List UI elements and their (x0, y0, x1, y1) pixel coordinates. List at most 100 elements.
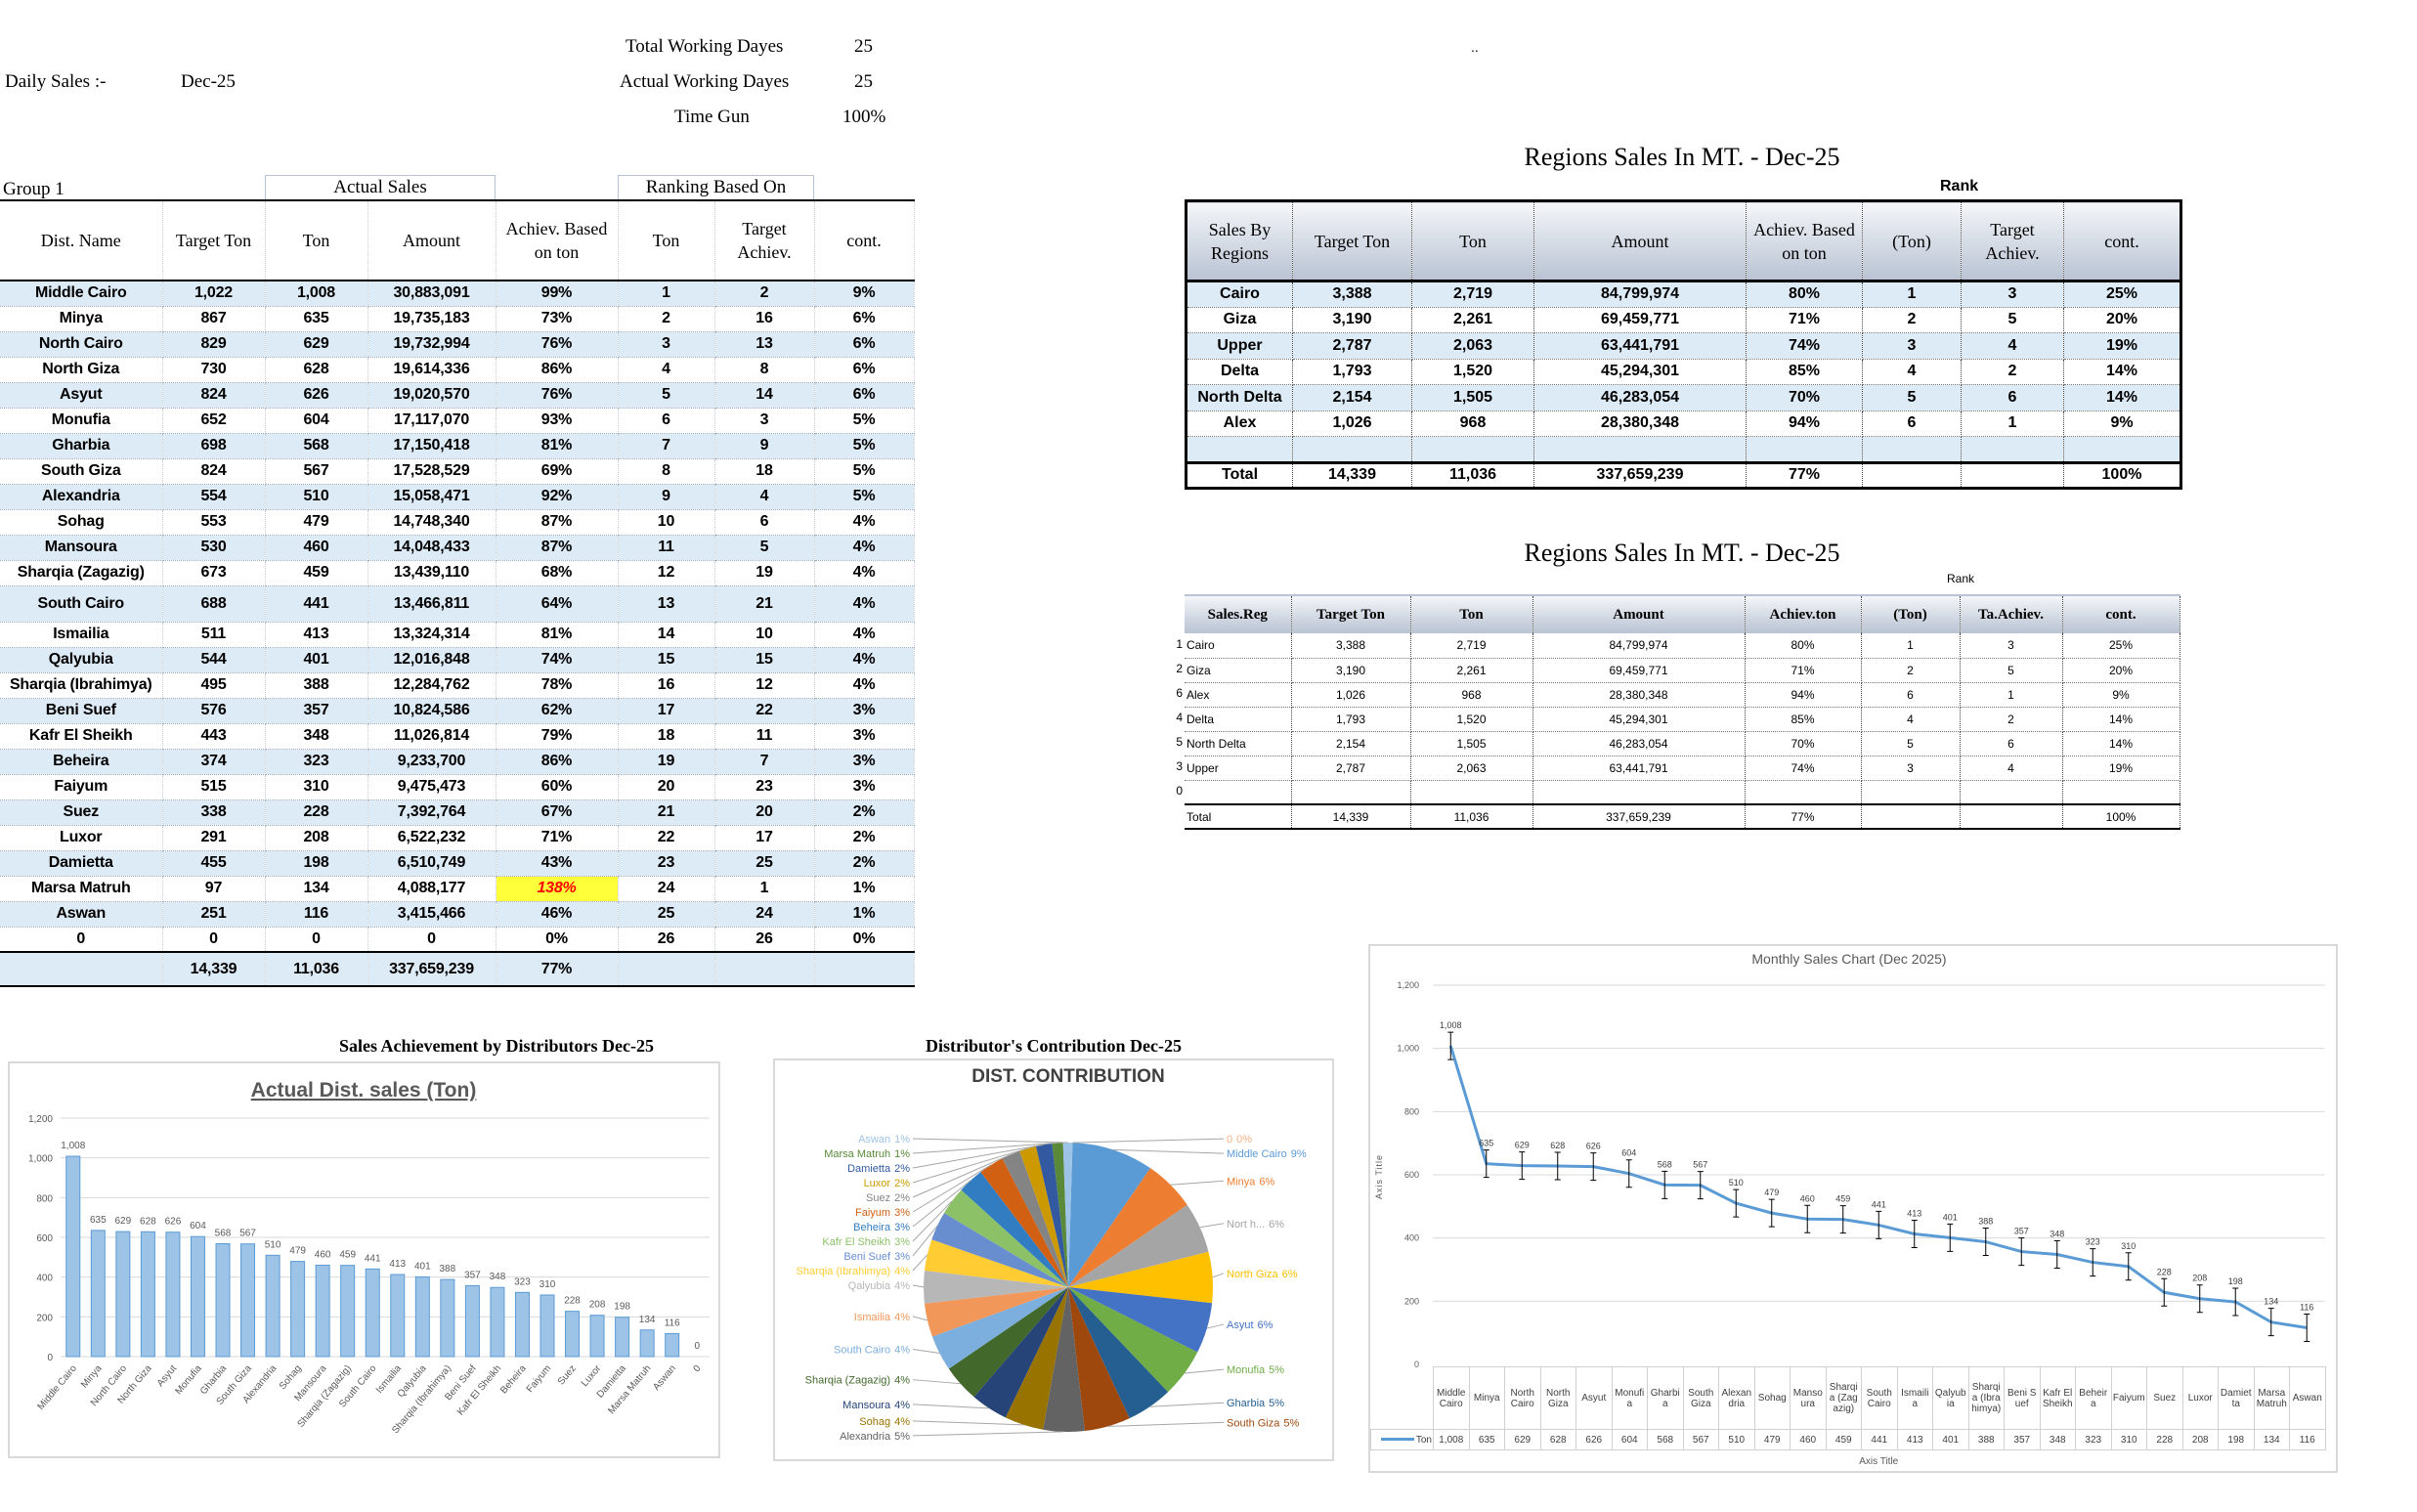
row-value-cell: 1,505 (1411, 384, 1534, 411)
row-value-cell: 19% (2062, 756, 2180, 781)
pie-slice-label-group: Damietta 2% (847, 1163, 910, 1175)
total-working-days-label: Total Working Dayes (626, 36, 784, 57)
table-row: Upper 2,787 2,063 63,441,791 74% 3 4 19% (1185, 756, 2180, 781)
row-value-cell: 1% (814, 876, 915, 902)
row-value-cell: 4% (814, 672, 915, 699)
column-header: Ta.Achiev. (1960, 595, 2063, 633)
pie-slice (1062, 1143, 1073, 1287)
data-point-label: 198 (2228, 1276, 2243, 1286)
actual-working-days-label: Actual Working Dayes (620, 71, 790, 92)
column-header: Ton (265, 200, 368, 281)
pie-slice-label-group: Faiyum 3% (855, 1207, 910, 1219)
row-value-cell: 138% (496, 876, 619, 902)
pie-slice-percent: 5% (1269, 1398, 1284, 1409)
column-header: Target Ton (162, 200, 266, 281)
row-value-cell: 67% (496, 799, 619, 826)
row-value-cell: 1 (1960, 682, 2063, 708)
bar-value-label: 510 (265, 1239, 281, 1250)
row-value-cell (1532, 780, 1746, 805)
row-value-cell: 568 (265, 433, 368, 459)
total-row: 14,339 11,036 337,659,239 77% (0, 951, 915, 987)
row-value-cell: 310 (265, 774, 368, 800)
table-row: Aswan 251 116 3,415,466 46% 25 24 1% (0, 901, 915, 928)
row-value-cell: 2,787 (1292, 332, 1412, 360)
row-value-cell: 12,284,762 (367, 672, 496, 699)
error-bar (1839, 1205, 1846, 1234)
row-value-cell: 2 (714, 281, 815, 307)
error-bar (2053, 1239, 2060, 1269)
row-value-cell: 5 (1862, 384, 1962, 411)
table-row: Suez 338 228 7,392,764 67% 21 20 2% (0, 799, 915, 826)
row-value-cell: 76% (496, 382, 619, 409)
row-value-cell: 515 (162, 774, 266, 800)
pie-slice-label-group: Middle Cairo 9% (1227, 1148, 1307, 1160)
row-value-cell: 3 (618, 331, 715, 358)
row-value-cell: 2% (814, 850, 915, 877)
table-row: Middle Cairo 1,022 1,008 30,883,091 99% 1 2 9% (0, 281, 915, 307)
pie-slice-label: Luxor (864, 1178, 891, 1189)
error-bar (2232, 1287, 2239, 1317)
row-value-cell: 24 (714, 901, 815, 928)
row-value-cell: 510 (265, 484, 368, 510)
row-value-cell: 2,719 (1410, 633, 1533, 659)
row-value-cell: 1 (714, 876, 815, 902)
bar-value-label: 357 (464, 1270, 481, 1280)
total-cell: Total (1186, 460, 1293, 489)
error-bar (1590, 1152, 1597, 1182)
row-value-cell: 968 (1411, 410, 1534, 437)
table-row: Delta 1,793 1,520 45,294,301 85% 4 2 14% (1186, 359, 2181, 385)
column-header: Ton (618, 200, 715, 281)
pie-slice-percent: 2% (894, 1192, 910, 1204)
data-point-label: 628 (1550, 1141, 1565, 1150)
row-name-cell: Beni Suef (0, 698, 163, 724)
table-row: North Delta 2,154 1,505 46,283,054 70% 5 6 14% (1186, 384, 2181, 411)
column-header: Ton (1411, 200, 1534, 281)
row-value-cell: 71% (496, 825, 619, 851)
data-table-category: Beni Suef (2004, 1366, 2041, 1430)
bar-value-label: 629 (115, 1216, 132, 1227)
row-value-cell: 84,799,974 (1533, 281, 1747, 308)
pie-slice (980, 1158, 1068, 1287)
row-name-cell: Sharqia (Zagazig) (0, 560, 163, 586)
data-point-label: 134 (2264, 1297, 2278, 1307)
data-table-value: 116 (2289, 1429, 2326, 1450)
pie-slice (931, 1213, 1068, 1287)
error-bar (1662, 1170, 1668, 1199)
y-tick-label: 600 (36, 1233, 53, 1244)
pie-slice-label: Sharqia (Ibrahimya) (797, 1266, 891, 1277)
bar-value-label: 208 (589, 1300, 606, 1311)
bar (140, 1231, 155, 1358)
row-value-cell: 460 (265, 535, 368, 561)
pie-slice-label-group: Luxor 2% (864, 1178, 911, 1189)
error-bar (1554, 1151, 1561, 1181)
row-value-cell: 688 (162, 585, 266, 623)
row-value-cell: 1 (1961, 410, 2064, 437)
data-table-category: Ismailia (1896, 1366, 1933, 1430)
row-value-cell: 0 (162, 927, 266, 953)
data-point-label: 1,008 (1440, 1020, 1462, 1030)
row-value-cell: 16 (714, 306, 815, 332)
leader-line (1107, 1421, 1225, 1427)
data-table-value: 459 (1825, 1429, 1862, 1450)
data-table-value: 357 (2004, 1429, 2041, 1450)
total-cell: 337,659,239 (1533, 460, 1747, 489)
row-value-cell: 11,026,814 (367, 723, 496, 750)
bar-value-label: 310 (540, 1279, 556, 1290)
row-value-cell: 4,088,177 (367, 876, 496, 902)
data-table-category: Sharqia (Zagazig) (1825, 1366, 1862, 1430)
total-cell (1960, 803, 2063, 830)
bar-value-label: 568 (215, 1229, 232, 1239)
row-value-cell: 4 (714, 484, 815, 510)
row-value-cell: 13 (714, 331, 815, 358)
row-value-cell: 94% (1745, 682, 1862, 708)
row-value-cell: 13,439,110 (367, 560, 496, 586)
x-category-label: Middle Cairo (36, 1363, 80, 1412)
bar-value-label: 459 (339, 1250, 356, 1261)
row-name-cell: Giza (1185, 658, 1292, 683)
row-value-cell: 3,190 (1291, 658, 1411, 683)
row-value-cell: 3% (814, 774, 915, 800)
total-cell: Total (1185, 803, 1292, 830)
corner-mark: .. (1471, 39, 1479, 55)
row-value-cell: 0 (367, 927, 496, 953)
row-name-cell: Beheira (0, 749, 163, 775)
